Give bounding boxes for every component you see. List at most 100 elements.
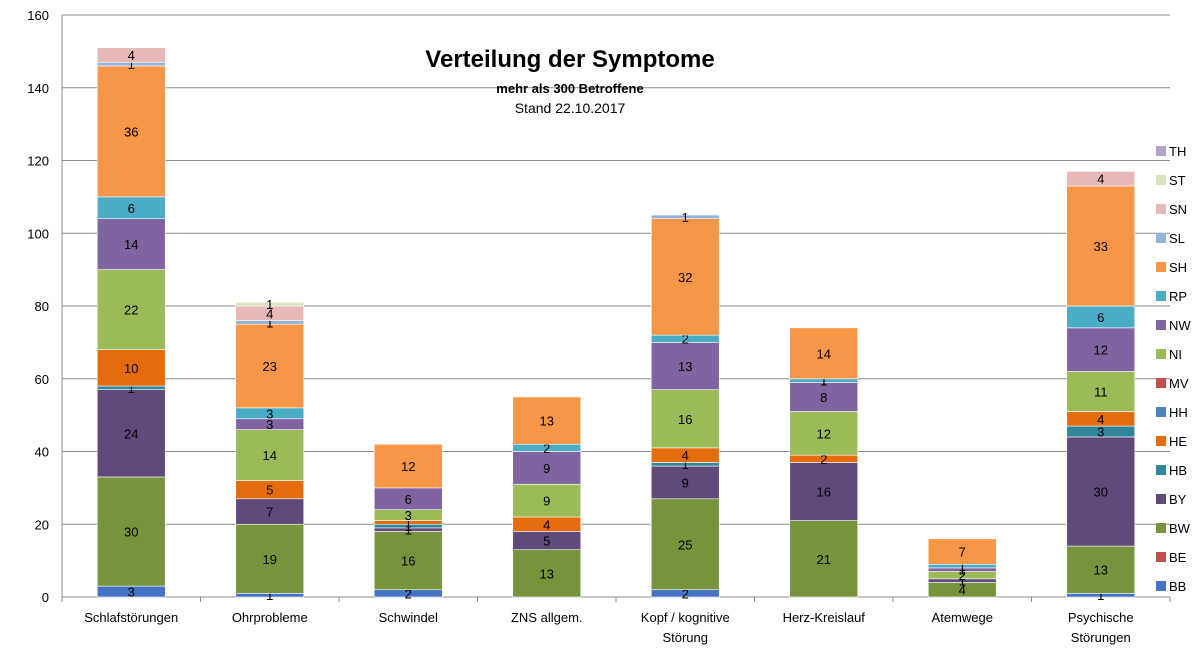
bar-segment <box>96 218 166 270</box>
bar-segment <box>927 538 997 565</box>
x-tick-label: Ohrprobleme <box>232 610 308 625</box>
bar-segment <box>512 549 582 598</box>
legend-label: SH <box>1169 260 1187 275</box>
data-label: 36 <box>124 124 138 139</box>
legend: BB BE BW BY HB HE HH MV NI NW RP SH SL SN ST TH <box>1156 144 1191 594</box>
data-label: 3 <box>266 417 273 432</box>
data-label: 32 <box>678 270 692 285</box>
bar-stack: 21 16 2 12 81 14 <box>789 327 859 598</box>
data-label: 2 <box>959 568 966 583</box>
data-label: 2 <box>682 332 689 347</box>
x-tick-label: Herz-Kreislauf <box>783 610 866 625</box>
data-label: 1 <box>682 457 689 472</box>
legend-swatch <box>1156 552 1166 562</box>
data-label: 1 <box>128 57 135 72</box>
data-label: 9 <box>543 494 550 509</box>
chart-subtitle: mehr als 300 Betroffene <box>496 81 643 96</box>
data-label: 7 <box>959 545 966 560</box>
bar-segment <box>1066 436 1136 547</box>
data-label: 13 <box>678 359 692 374</box>
legend-item: NW <box>1156 318 1191 333</box>
x-tick-label-line: Störungen <box>1071 630 1131 645</box>
data-label: 1 <box>959 563 966 578</box>
bar-segment <box>373 443 443 489</box>
legend-item: HB <box>1156 463 1187 478</box>
legend-label: MV <box>1169 376 1189 391</box>
data-label: 1 <box>266 315 273 330</box>
y-tick-label: 120 <box>27 154 49 169</box>
bar-segment <box>1066 171 1136 187</box>
bar-segment <box>96 269 166 350</box>
data-label: 3 <box>128 585 135 600</box>
legend-item: BW <box>1156 521 1191 536</box>
data-label: 14 <box>263 448 277 463</box>
y-tick-label: 80 <box>35 299 49 314</box>
legend-label: BW <box>1169 521 1191 536</box>
legend-label: SL <box>1169 231 1185 246</box>
legend-label: BE <box>1169 550 1187 565</box>
bar-segment <box>650 498 720 591</box>
legend-item: BE <box>1156 550 1187 565</box>
y-tick-label: 20 <box>35 517 49 532</box>
legend-item: SN <box>1156 202 1187 217</box>
legend-item: SH <box>1156 260 1187 275</box>
bar-segment <box>96 349 166 387</box>
legend-item: SL <box>1156 231 1185 246</box>
data-label: 11 <box>1094 384 1108 399</box>
legend-swatch <box>1156 465 1166 475</box>
legend-item: MV <box>1156 376 1189 391</box>
bar-segment <box>650 218 720 336</box>
legend-swatch <box>1156 320 1166 330</box>
data-label: 4 <box>682 448 689 463</box>
legend-label: HH <box>1169 405 1188 420</box>
x-tick-label-line: Störung <box>662 630 708 645</box>
x-tick-label-line: Schlafstörungen <box>84 610 178 625</box>
data-label: 1 <box>1097 588 1104 603</box>
bar-segment <box>789 411 859 456</box>
legend-swatch <box>1156 494 1166 504</box>
data-label: 3 <box>266 406 273 421</box>
bar-segment <box>650 465 720 500</box>
legend-item: HH <box>1156 405 1188 420</box>
bars: 3302411022146361411975143323141216111361… <box>96 47 1136 603</box>
x-tick-label: Psychische Störungen <box>1068 610 1134 645</box>
bar-segment <box>650 214 720 219</box>
y-tick-label: 60 <box>35 372 49 387</box>
data-label: 21 <box>817 552 831 567</box>
bar-segment <box>512 483 582 518</box>
legend-item: NI <box>1156 347 1182 362</box>
data-label: 1 <box>405 515 412 530</box>
legend-label: RP <box>1169 289 1187 304</box>
bar-segment <box>235 523 305 594</box>
x-tick-label-line: Ohrprobleme <box>232 610 308 625</box>
data-label: 12 <box>1094 343 1108 358</box>
data-label: 14 <box>817 346 831 361</box>
bar-segment <box>650 389 720 449</box>
legend-label: NI <box>1169 347 1182 362</box>
bar-segment <box>789 327 859 380</box>
data-label: 12 <box>401 459 415 474</box>
x-tick-label: Schlafstörungen <box>84 610 178 625</box>
data-label: 14 <box>124 237 138 252</box>
legend-swatch <box>1156 175 1166 185</box>
bar-segment <box>1066 371 1136 412</box>
data-label: 1 <box>682 210 689 225</box>
bar-segment <box>789 462 859 521</box>
legend-label: HB <box>1169 463 1187 478</box>
legend-swatch <box>1156 581 1166 591</box>
legend-swatch <box>1156 407 1166 417</box>
data-label: 1 <box>266 297 273 312</box>
bar-segment <box>1066 185 1136 307</box>
data-label: 2 <box>405 586 412 601</box>
data-label: 3 <box>405 508 412 523</box>
x-tick-label-line: Herz-Kreislauf <box>783 610 866 625</box>
data-label: 13 <box>1094 563 1108 578</box>
data-label: 8 <box>820 390 827 405</box>
data-label: 2 <box>682 586 689 601</box>
chart-date: Stand 22.10.2017 <box>515 100 626 116</box>
data-label: 9 <box>682 475 689 490</box>
legend-item: BB <box>1156 579 1186 594</box>
data-label: 7 <box>266 505 273 520</box>
data-label: 1 <box>405 519 412 534</box>
